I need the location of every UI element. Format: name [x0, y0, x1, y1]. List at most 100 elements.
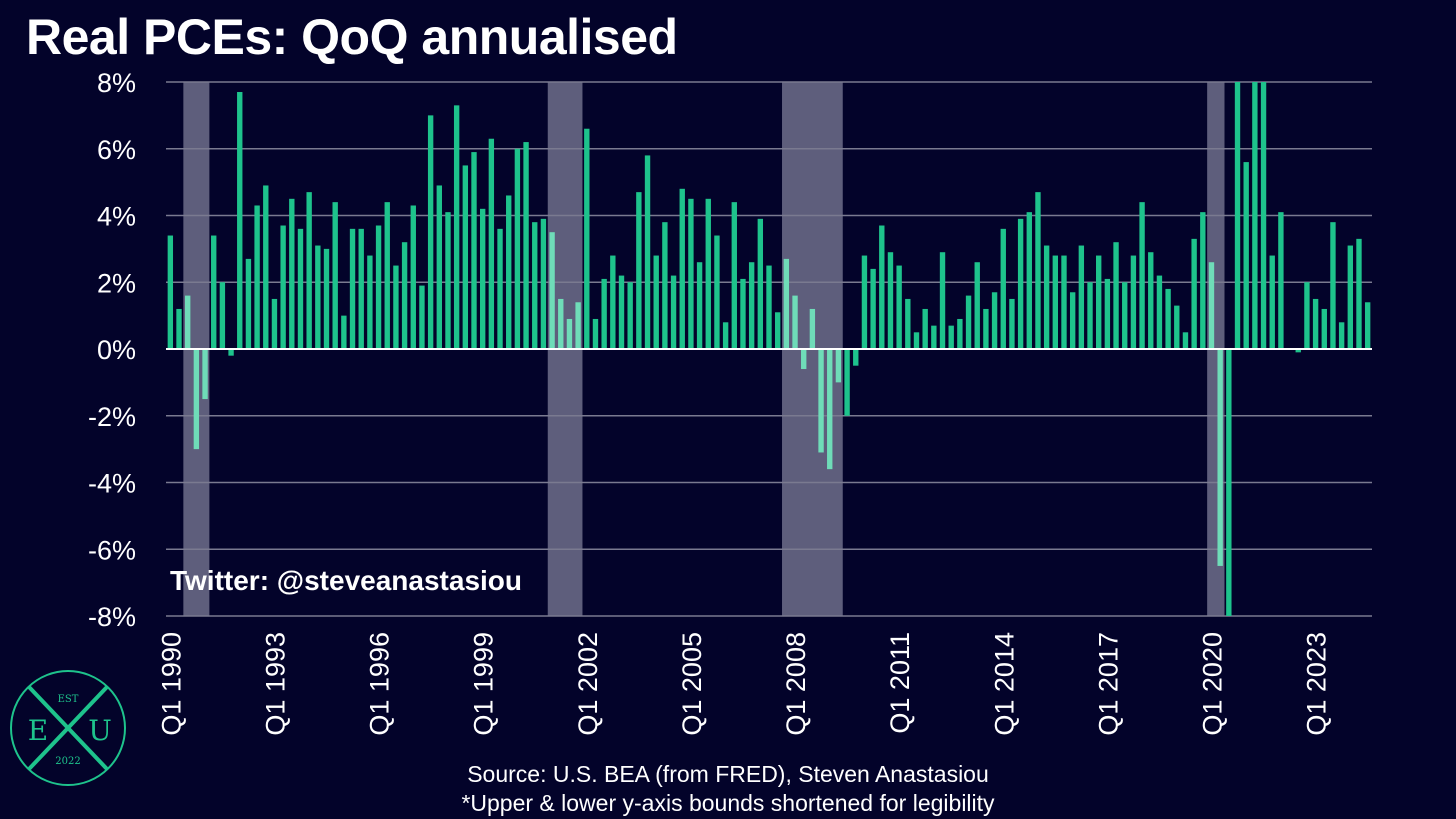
y-axis-ticks: 8% 6% 4% 2% 0% -2% -4% -6% -8% — [88, 68, 136, 632]
bar — [670, 275, 677, 349]
bar — [532, 222, 538, 349]
bar — [1243, 162, 1249, 349]
bar — [870, 268, 876, 349]
bar — [696, 262, 703, 349]
bar — [271, 298, 278, 349]
bar — [688, 198, 694, 349]
bar — [653, 255, 659, 349]
bar — [341, 315, 347, 349]
bar — [1087, 282, 1093, 349]
x-tick-label: Q1 1996 — [365, 632, 395, 736]
bar — [479, 208, 486, 349]
bar — [1069, 292, 1076, 349]
bar — [1148, 252, 1154, 349]
bar — [1347, 245, 1353, 349]
bar — [1234, 82, 1241, 349]
bar — [540, 218, 547, 349]
bar — [887, 252, 894, 349]
bar — [558, 298, 564, 349]
bar — [731, 202, 737, 349]
bar — [1000, 228, 1006, 349]
bar — [523, 142, 529, 349]
bar — [1130, 255, 1137, 349]
y-tick-label: 0% — [97, 335, 136, 365]
bar — [228, 349, 234, 356]
bar — [349, 228, 356, 349]
bar — [1278, 212, 1284, 349]
bar — [1200, 212, 1206, 349]
bar — [297, 228, 304, 349]
bar — [462, 165, 469, 349]
bar — [575, 302, 581, 349]
bar — [1156, 275, 1163, 349]
bar — [211, 235, 217, 349]
bar — [1174, 305, 1180, 349]
bar — [436, 185, 442, 349]
bar — [1043, 245, 1050, 349]
bar — [1165, 288, 1171, 349]
bar — [263, 185, 269, 349]
bar — [618, 275, 625, 349]
bar — [627, 282, 633, 349]
bar — [827, 349, 833, 470]
bar — [792, 295, 798, 349]
bar — [384, 202, 390, 349]
bar — [948, 325, 954, 349]
bar — [748, 262, 755, 349]
bar — [506, 195, 512, 349]
bar — [332, 202, 338, 349]
bar — [1182, 332, 1189, 349]
bar — [245, 258, 252, 349]
y-tick-label: 6% — [97, 135, 136, 165]
bar — [280, 225, 286, 349]
bar — [1338, 322, 1345, 349]
bar — [193, 349, 200, 450]
bar — [1017, 218, 1024, 349]
axis-note: *Upper & lower y-axis bounds shortened f… — [461, 790, 995, 816]
logo-year: 2022 — [55, 756, 80, 767]
logo-u: U — [88, 714, 112, 747]
bar — [662, 222, 668, 349]
bar — [323, 248, 330, 349]
bar — [315, 245, 321, 349]
bar — [896, 265, 902, 349]
bar — [254, 205, 260, 349]
bar — [1009, 298, 1015, 349]
x-tick-label: Q1 2023 — [1302, 632, 1332, 736]
logo-e: E — [28, 714, 48, 747]
bar — [679, 188, 685, 349]
bar — [853, 349, 859, 366]
y-tick-label: -6% — [88, 535, 136, 565]
chart-title: Real PCEs: QoQ annualised — [26, 9, 678, 65]
source-note: Source: U.S. BEA (from FRED), Steven Ana… — [0, 760, 1456, 818]
bar — [367, 255, 373, 349]
bar — [1139, 202, 1145, 349]
bar — [965, 295, 972, 349]
x-tick-label: Q1 1999 — [469, 632, 499, 736]
bar — [931, 325, 937, 349]
bar — [844, 349, 850, 416]
bar — [1295, 349, 1301, 353]
bar — [549, 232, 555, 349]
twitter-handle: Twitter: @steveanastasiou — [170, 565, 522, 596]
bar — [913, 332, 920, 349]
bar — [306, 192, 312, 349]
bar — [610, 255, 616, 349]
bar — [740, 278, 746, 349]
bar — [592, 318, 599, 349]
bar — [636, 192, 642, 349]
bar — [983, 308, 989, 349]
bar — [905, 298, 911, 349]
x-tick-label: Q1 1990 — [156, 632, 186, 736]
x-tick-label: Q1 2008 — [781, 632, 811, 736]
bar — [514, 148, 521, 349]
bar — [644, 155, 651, 349]
x-tick-label: Q1 2014 — [989, 632, 1019, 736]
bar — [1364, 302, 1371, 349]
bar — [974, 262, 980, 349]
y-tick-label: 4% — [97, 202, 136, 232]
bar — [1035, 192, 1041, 349]
bar — [766, 265, 772, 349]
